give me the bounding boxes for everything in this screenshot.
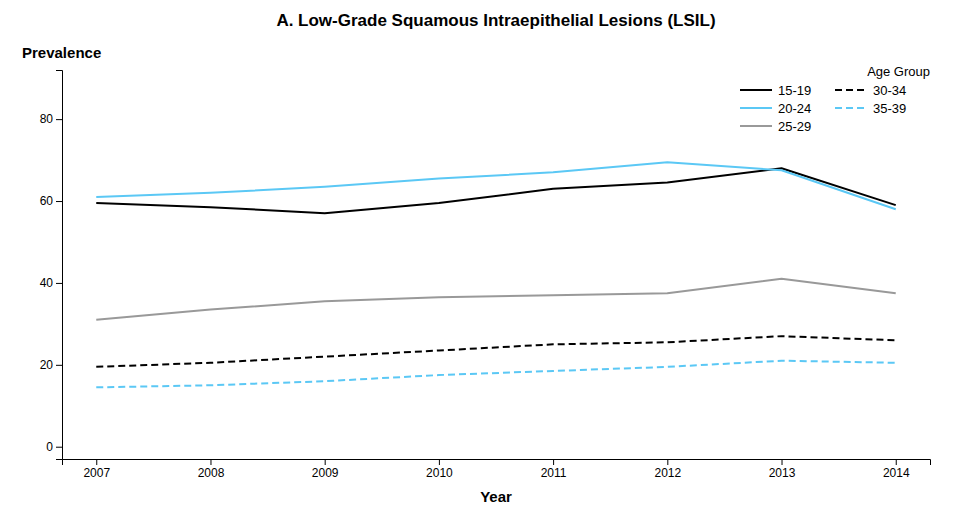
x-tick: 2008 [198,459,225,480]
y-tick: 60 [40,194,62,208]
y-axis-line [56,71,63,460]
x-tick-mark [896,459,897,465]
legend-swatch [835,89,867,91]
x-tick-label: 2012 [654,466,681,480]
y-axis-title: Prevalence [22,44,101,61]
y-tick: 40 [40,276,62,290]
lines [96,162,895,387]
x-tick-mark [439,459,440,465]
y-tick-mark [56,201,62,202]
y-tick: 80 [40,112,62,126]
y-tick: 0 [46,440,62,454]
x-tick: 2009 [312,459,339,480]
x-tick-mark [667,459,668,465]
title: A. Low-Grade Squamous Intraepithelial Le… [276,11,715,30]
legend-label: 20-24 [778,101,811,116]
series-line [96,279,895,320]
x-tick: 2012 [654,459,681,480]
legend-swatch [835,107,867,109]
legend-swatch [740,107,772,109]
x-tick-mark [782,459,783,465]
legend-swatch [740,125,772,127]
x-tick: 2013 [769,459,796,480]
y-tick-mark [56,119,62,120]
x-tick-label: 2008 [198,466,225,480]
y-tick-label: 0 [46,440,53,454]
y-tick-mark [56,447,62,448]
legend-item: 25-29 [740,119,811,134]
x-tick-label: 2013 [769,466,796,480]
y-tick-label: 40 [40,276,54,290]
x-axis-line [63,460,931,466]
x-tick-mark [210,459,211,465]
x-tick-mark [553,459,554,465]
x-tick-label: 2010 [426,466,453,480]
x-tick-mark [325,459,326,465]
y-tick-label: 60 [40,194,54,208]
legend-item: 30-34 [835,83,906,98]
legend-item: 15-19 [740,83,811,98]
x-tick: 2010 [426,459,453,480]
y-tick: 20 [40,358,62,372]
plot: 2007 2008 2009 2010 2011 2012 2013 2014 0 20 40 60 8… [40,71,931,480]
legend-item: 20-24 [740,101,811,116]
legend-label: 15-19 [778,83,811,98]
legend-swatch [740,89,772,91]
x-tick: 2011 [541,459,567,480]
x-tick-mark [96,459,97,465]
x-tick: 2007 [83,459,110,480]
x-tick: 2014 [883,459,910,480]
x-tick-label: 2007 [83,466,110,480]
series-line [96,336,895,367]
chart: 2007 2008 2009 2010 2011 2012 2013 2014 0 20 40 60 8… [0,0,960,514]
legend-title: Age Group [867,64,930,79]
x-tick-label: 2014 [883,466,910,480]
x-axis: 2007 2008 2009 2010 2011 2012 2013 2014 [63,459,931,480]
x-axis-title: Year [480,488,512,505]
series-line [96,361,895,388]
legend-label: 30-34 [873,83,906,98]
legend-label: 35-39 [873,101,906,116]
y-tick-mark [56,283,62,284]
legend-item: 35-39 [835,101,906,116]
legend: Age Group 15-19 20-24 25-29 30-34 35-39 [740,64,930,134]
y-tick-label: 20 [40,358,54,372]
series-line [96,162,895,209]
y-axis: 0 20 40 60 80 [40,71,63,460]
legend-label: 25-29 [778,119,811,134]
x-tick-label: 2009 [312,466,339,480]
x-tick-label: 2011 [541,466,567,480]
y-tick-label: 80 [40,112,54,126]
y-tick-mark [56,365,62,366]
